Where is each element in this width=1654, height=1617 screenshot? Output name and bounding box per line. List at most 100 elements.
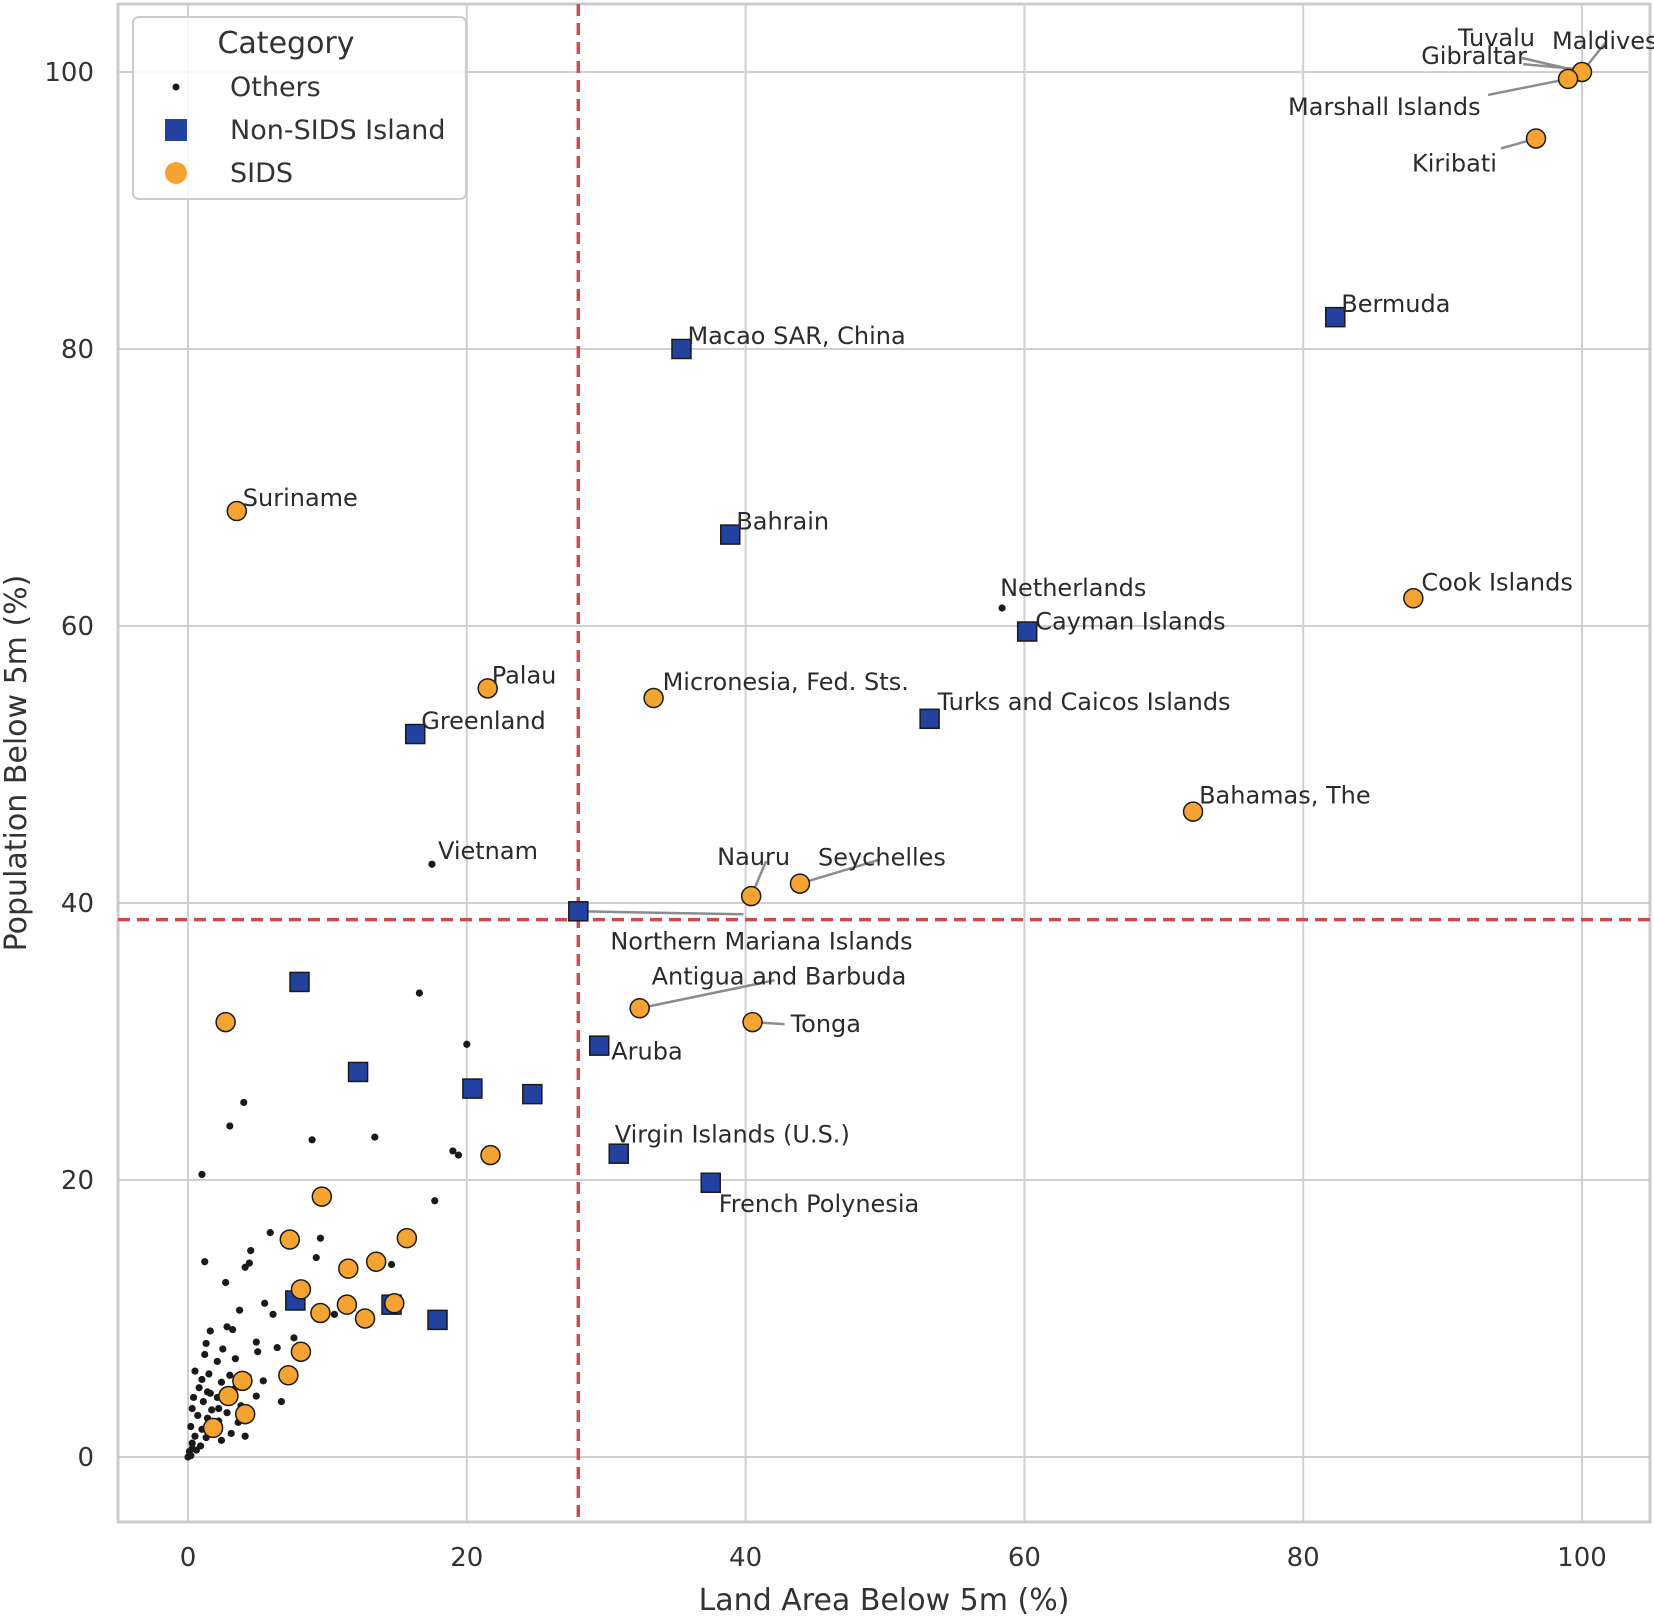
point-others <box>188 1404 196 1413</box>
point-label-cook-islands: Cook Islands <box>1421 568 1573 596</box>
point-others <box>198 1375 206 1384</box>
point-others <box>206 1327 214 1335</box>
legend-marker-non-sids <box>165 119 187 141</box>
point-others <box>201 1350 209 1359</box>
point-label-seychelles: Seychelles <box>818 844 946 872</box>
point-label-marshall-islands: Marshall Islands <box>1288 93 1481 121</box>
point-sids <box>226 500 248 522</box>
x-axis-title: Land Area Below 5m (%) <box>699 1583 1070 1617</box>
point-sids <box>480 1144 501 1166</box>
point-label-virgin-islands-u-s: Virgin Islands (U.S.) <box>615 1121 850 1149</box>
legend-label-others: Others <box>230 72 321 103</box>
point-sids <box>354 1308 376 1329</box>
legend-marker-sids <box>165 162 187 184</box>
x-tick-label: 20 <box>450 1543 483 1573</box>
series-others <box>184 65 1586 1461</box>
point-sids <box>278 1365 299 1386</box>
y-tick-label: 60 <box>61 612 94 642</box>
label-leaders <box>578 41 1607 1026</box>
point-non-sids <box>919 708 940 730</box>
point-non-sids <box>462 1078 483 1099</box>
point-sids <box>1525 128 1547 149</box>
point-others <box>241 1263 249 1271</box>
point-others <box>188 1445 196 1453</box>
point-label-nauru: Nauru <box>717 843 790 871</box>
point-non-sids <box>1016 621 1038 642</box>
legend-label-non-sids: Non-SIDS Island <box>230 115 446 146</box>
point-others <box>199 1398 207 1406</box>
series-sids <box>202 61 1593 1439</box>
point-label-maldives: Maldives <box>1552 27 1654 55</box>
x-tick-label: 60 <box>1008 1543 1041 1573</box>
point-others <box>226 1122 234 1130</box>
point-others <box>252 1338 260 1346</box>
y-tick-label: 40 <box>61 889 94 919</box>
point-others <box>247 1247 255 1255</box>
point-sids <box>310 1302 331 1324</box>
point-others <box>463 1040 471 1048</box>
point-label-macao-sar-china: Macao SAR, China <box>687 322 905 350</box>
y-tick-label: 20 <box>61 1166 94 1196</box>
point-others <box>449 1147 457 1155</box>
point-others <box>187 1422 195 1431</box>
point-sids <box>1403 588 1424 609</box>
point-sids <box>279 1229 301 1250</box>
point-sids <box>336 1294 358 1315</box>
point-others <box>194 1411 202 1420</box>
point-others <box>226 1371 234 1379</box>
point-label-french-polynesia: French Polynesia <box>719 1190 919 1218</box>
point-others <box>215 1404 223 1413</box>
point-others <box>235 1306 244 1314</box>
point-label-turks-and-caicos-islands: Turks and Caicos Islands <box>937 688 1231 716</box>
legend-label-sids: SIDS <box>230 158 293 189</box>
y-tick-label: 0 <box>77 1443 94 1473</box>
point-sids <box>338 1258 359 1279</box>
point-label-aruba: Aruba <box>611 1038 682 1066</box>
point-others <box>217 1436 226 1444</box>
point-sids <box>218 1385 239 1407</box>
point-others <box>189 1393 198 1402</box>
label-leader-line <box>578 910 744 916</box>
point-sids <box>742 1011 763 1033</box>
point-sids <box>384 1293 405 1314</box>
point-sids <box>1557 68 1579 90</box>
point-others <box>223 1409 231 1417</box>
point-non-sids <box>608 1143 629 1164</box>
point-others <box>231 1355 239 1363</box>
point-others <box>269 1310 277 1318</box>
label-leader-line <box>1487 77 1569 97</box>
point-label-bermuda: Bermuda <box>1341 290 1450 318</box>
point-label-bahamas-the: Bahamas, The <box>1199 782 1371 810</box>
point-others <box>454 1151 463 1159</box>
point-others <box>205 1370 213 1378</box>
point-others <box>312 1253 320 1262</box>
point-sids <box>290 1279 312 1300</box>
point-non-sids <box>1325 306 1346 328</box>
point-non-sids <box>588 1035 610 1056</box>
label-leader-line <box>799 858 881 885</box>
point-others <box>195 1384 203 1392</box>
point-others <box>259 1377 267 1385</box>
point-non-sids <box>347 1061 369 1083</box>
point-others <box>188 1439 196 1447</box>
point-non-sids <box>720 524 741 545</box>
point-label-palau: Palau <box>492 661 557 689</box>
point-sids <box>232 1370 253 1392</box>
point-others <box>273 1343 281 1352</box>
point-sids <box>290 1341 312 1362</box>
point-others <box>241 1432 249 1440</box>
label-leader-line <box>639 979 775 1010</box>
point-others <box>431 1197 439 1205</box>
point-sids <box>215 1011 236 1033</box>
x-tick-label: 100 <box>1557 1543 1607 1573</box>
point-non-sids <box>671 338 692 360</box>
point-sids <box>396 1227 418 1249</box>
point-label-bahrain: Bahrain <box>736 508 829 536</box>
point-others <box>206 1389 214 1397</box>
point-non-sids <box>289 971 310 993</box>
point-others <box>277 1398 285 1406</box>
point-others <box>208 1406 216 1414</box>
point-non-sids <box>404 723 426 745</box>
point-sids <box>365 1251 387 1272</box>
point-sids <box>234 1403 256 1425</box>
